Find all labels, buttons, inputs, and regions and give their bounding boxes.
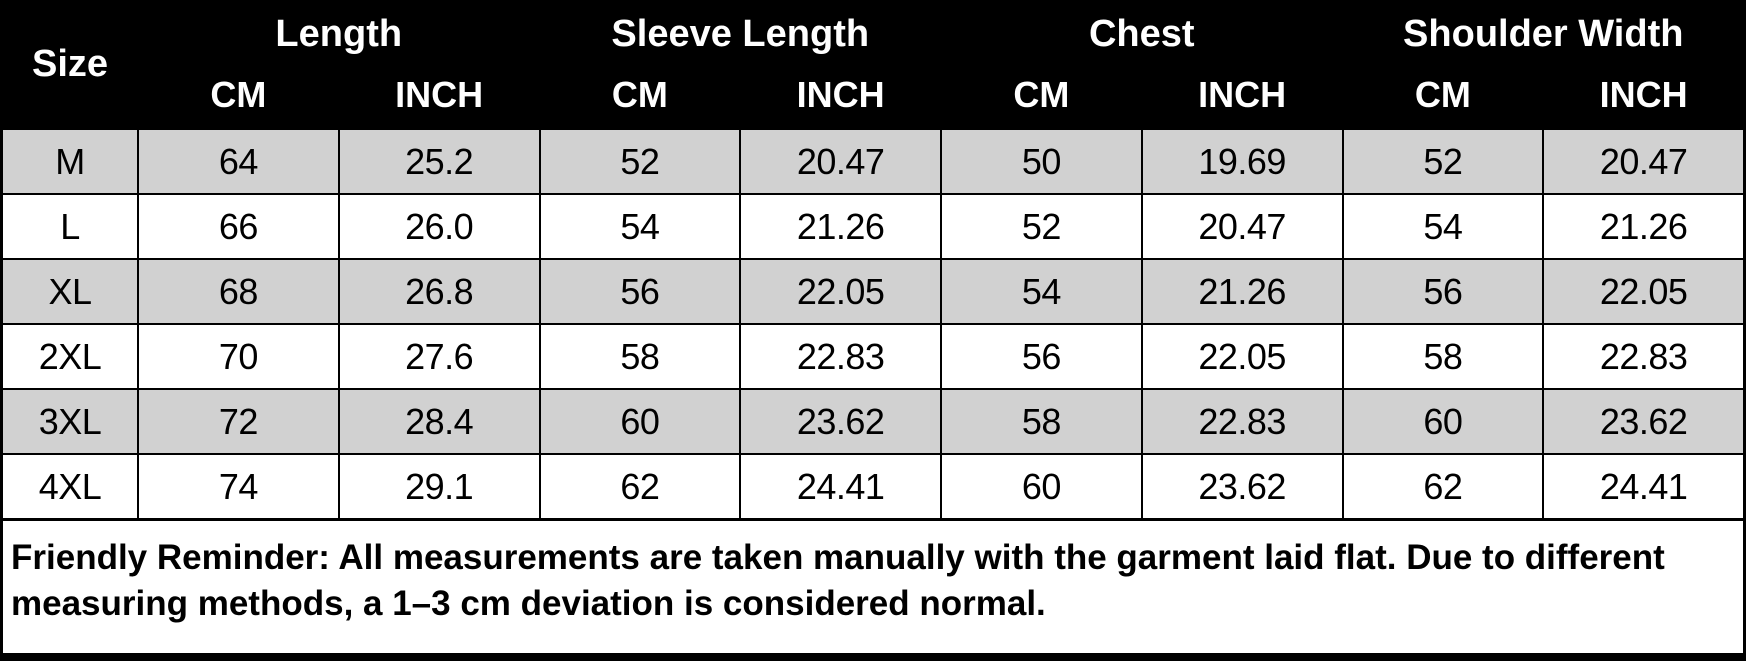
table-cell: 22.05 [741, 260, 940, 323]
table-cell: 21.26 [1142, 260, 1342, 323]
column-header-length-inch: INCH [395, 74, 484, 115]
table-cell: 23.62 [1142, 455, 1342, 518]
column-header-shoulder-inch: INCH [1599, 74, 1688, 115]
table-cell: 54 [540, 195, 740, 258]
table-cell: 23.62 [741, 390, 940, 453]
table-cell: 20.47 [1544, 130, 1743, 193]
table-cell: 66 [139, 195, 338, 258]
table-cell: 20.47 [1142, 195, 1342, 258]
table-cell: 56 [942, 325, 1141, 388]
table-cell: 60 [1343, 390, 1543, 453]
table-cell: 19.69 [1142, 130, 1342, 193]
table-cell: 50 [942, 130, 1141, 193]
table-cell: 58 [942, 390, 1141, 453]
size-cell: L [3, 195, 137, 258]
size-cell: 4XL [3, 455, 137, 518]
table-cell: 52 [1343, 130, 1543, 193]
table-cell: 54 [1343, 195, 1543, 258]
table-cell: 72 [139, 390, 338, 453]
friendly-reminder-note: Friendly Reminder: All measurements are … [3, 521, 1743, 653]
table-cell: 21.26 [1544, 195, 1743, 258]
table-cell: 21.26 [741, 195, 940, 258]
table-cell: 29.1 [339, 455, 539, 518]
size-cell: 2XL [3, 325, 137, 388]
size-cell: M [3, 130, 137, 193]
size-cell: 3XL [3, 390, 137, 453]
table-cell: 52 [942, 195, 1141, 258]
table-cell: 26.8 [339, 260, 539, 323]
table-cell: 23.62 [1544, 390, 1743, 453]
table-cell: 22.83 [741, 325, 940, 388]
size-cell: XL [3, 260, 137, 323]
table-cell: 60 [540, 390, 740, 453]
table-cell: 28.4 [339, 390, 539, 453]
table-cell: 20.47 [741, 130, 940, 193]
table-cell: 22.05 [1544, 260, 1743, 323]
table-cell: 60 [942, 455, 1141, 518]
table-cell: 58 [540, 325, 740, 388]
column-header-sleeve-inch: INCH [796, 74, 885, 115]
table-cell: 62 [540, 455, 740, 518]
column-header-shoulder-cm: CM [1414, 74, 1471, 115]
column-header-length-cm: CM [210, 74, 267, 115]
column-header-size: Size [31, 42, 109, 85]
table-cell: 56 [1343, 260, 1543, 323]
column-group-chest: Chest [1088, 12, 1195, 55]
column-group-length: Length [275, 12, 403, 55]
table-cell: 58 [1343, 325, 1543, 388]
table-cell: 22.83 [1544, 325, 1743, 388]
column-header-chest-inch: INCH [1198, 74, 1287, 115]
table-cell: 22.05 [1142, 325, 1342, 388]
table-cell: 56 [540, 260, 740, 323]
table-cell: 68 [139, 260, 338, 323]
column-group-sleeve-length: Sleeve Length [611, 12, 870, 55]
table-cell: 24.41 [741, 455, 940, 518]
table-cell: 27.6 [339, 325, 539, 388]
column-header-chest-cm: CM [1013, 74, 1070, 115]
table-cell: 24.41 [1544, 455, 1743, 518]
column-header-sleeve-cm: CM [611, 74, 668, 115]
column-group-shoulder-width: Shoulder Width [1403, 12, 1684, 55]
table-cell: 64 [139, 130, 338, 193]
table-cell: 22.83 [1142, 390, 1342, 453]
table-header: Size Length Sleeve Length Chest Shoulder… [3, 0, 1743, 130]
table-cell: 54 [942, 260, 1141, 323]
table-cell: 62 [1343, 455, 1543, 518]
table-cell: 74 [139, 455, 338, 518]
table-body: M 64 25.2 52 20.47 50 19.69 52 20.47 L 66 26.0 54 21.… [3, 130, 1743, 518]
table-cell: 52 [540, 130, 740, 193]
table-cell: 26.0 [339, 195, 539, 258]
table-cell: 70 [139, 325, 338, 388]
table-cell: 25.2 [339, 130, 539, 193]
